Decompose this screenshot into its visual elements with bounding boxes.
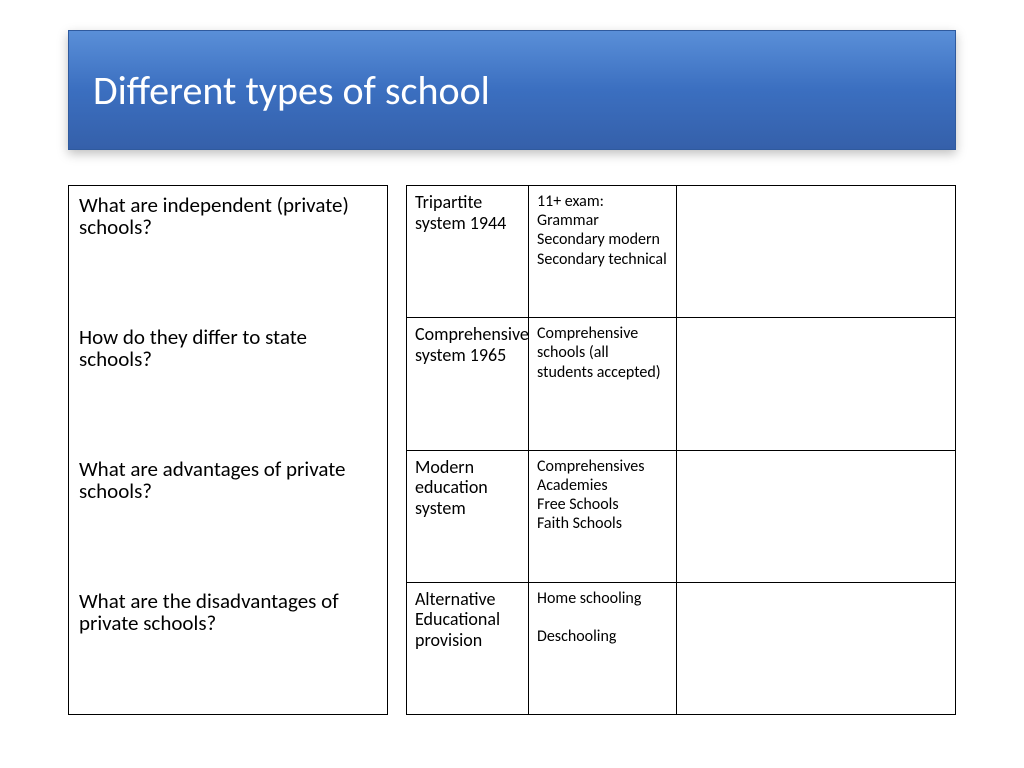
table-row: Modern education system Comprehensives A… (407, 451, 955, 583)
question-cell: What are advantages of private schools? (69, 450, 387, 582)
table-row: Comprehensive system 1965 Comprehensive … (407, 318, 955, 450)
content-area: What are independent (private) schools? … (68, 185, 956, 715)
question-cell: What are independent (private) schools? (69, 186, 387, 318)
system-name-cell: Modern education system (407, 451, 529, 582)
system-detail-cell: Comprehensive schools (all students acce… (529, 318, 677, 449)
table-row: Alternative Educational provision Home s… (407, 583, 955, 714)
system-blank-cell (677, 186, 955, 317)
system-name-cell: Comprehensive system 1965 (407, 318, 529, 449)
system-blank-cell (677, 318, 955, 449)
questions-column: What are independent (private) schools? … (68, 185, 388, 715)
system-detail-cell: Comprehensives Academies Free Schools Fa… (529, 451, 677, 582)
system-name-cell: Tripartite system 1944 (407, 186, 529, 317)
system-blank-cell (677, 451, 955, 582)
system-name-cell: Alternative Educational provision (407, 583, 529, 714)
system-detail-cell: Home schooling Deschooling (529, 583, 677, 714)
table-row: Tripartite system 1944 11+ exam: Grammar… (407, 186, 955, 318)
systems-table: Tripartite system 1944 11+ exam: Grammar… (406, 185, 956, 715)
slide-title: Different types of school (93, 66, 490, 115)
question-cell: How do they differ to state schools? (69, 318, 387, 450)
slide-title-bar: Different types of school (68, 30, 956, 150)
question-cell: What are the disadvantages of private sc… (69, 582, 387, 714)
system-blank-cell (677, 583, 955, 714)
system-detail-cell: 11+ exam: Grammar Secondary modern Secon… (529, 186, 677, 317)
